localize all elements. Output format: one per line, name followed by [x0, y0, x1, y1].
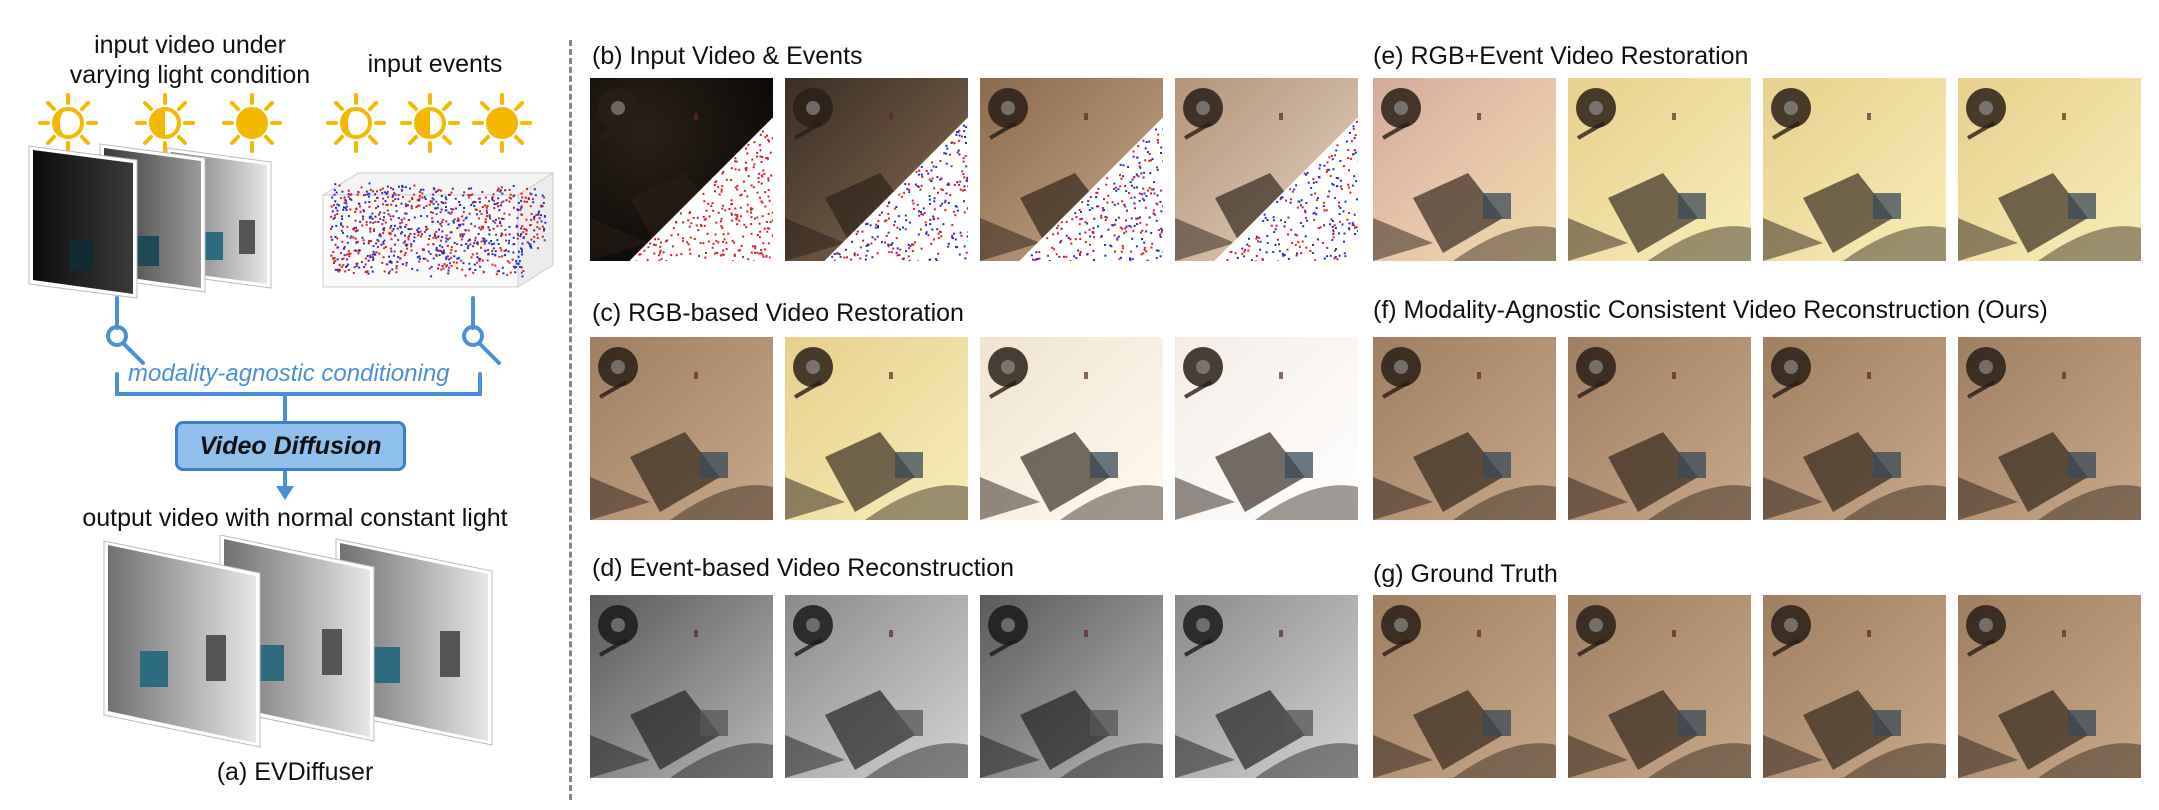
- sun-crescent-icon: [38, 93, 98, 153]
- caption-a: (a) EVDiffuser: [216, 758, 374, 786]
- sun-crescent-icon: [326, 93, 386, 153]
- thumbnail-c-2: [785, 337, 968, 520]
- conditioning-label: modality-agnostic conditioning: [128, 360, 450, 387]
- thumbnail-f-3: [1763, 337, 1946, 520]
- label-panel-e: (e) RGB+Event Video Restoration: [1373, 42, 1749, 70]
- thumbnail-e-4: [1958, 78, 2141, 261]
- input-video-frames: [28, 143, 272, 299]
- thumbnail-g-3: [1763, 595, 1946, 778]
- thumbnail-e-3: [1763, 78, 1946, 261]
- thumbnail-d-3: [980, 595, 1163, 778]
- thumbnail-c-4: [1175, 337, 1358, 520]
- input-frame-1: [28, 145, 138, 299]
- video-diffusion-box: Video Diffusion: [175, 421, 406, 471]
- input-events-label: input events: [367, 50, 503, 78]
- thumbnail-b-3: [980, 78, 1163, 261]
- label-panel-d: (d) Event-based Video Reconstruction: [592, 554, 1014, 582]
- thumbnail-f-1: [1373, 337, 1556, 520]
- thumbnail-b-1: [590, 78, 773, 261]
- sun-full-icon: [472, 93, 532, 153]
- thumbnail-g-1: [1373, 595, 1556, 778]
- thumbnail-g-2: [1568, 595, 1751, 778]
- sun-icons-input-video: [38, 93, 282, 153]
- sun-half-icon: [135, 93, 195, 153]
- thumbnail-c-3: [980, 337, 1163, 520]
- thumbnail-f-4: [1958, 337, 2141, 520]
- label-panel-g: (g) Ground Truth: [1373, 560, 1558, 588]
- output-frame-1: [103, 540, 261, 748]
- output-video-label: output video with normal constant light: [82, 504, 508, 532]
- output-video-frames: [103, 535, 493, 748]
- thumbnail-g-4: [1958, 595, 2141, 778]
- event-point-cloud: [330, 182, 547, 278]
- label-panel-f: (f) Modality-Agnostic Consistent Video R…: [1373, 296, 2048, 324]
- conditioning-connectors: [106, 296, 501, 500]
- input-video-label-line1: input video under: [94, 31, 286, 59]
- label-panel-b: (b) Input Video & Events: [592, 42, 863, 70]
- thumbnail-d-2: [785, 595, 968, 778]
- sun-half-icon: [400, 93, 460, 153]
- label-panel-c: (c) RGB-based Video Restoration: [592, 299, 964, 327]
- thumbnail-d-4: [1175, 595, 1358, 778]
- panel-divider: [569, 40, 572, 800]
- thumbnail-b-4: [1175, 78, 1358, 261]
- input-events-volume: [321, 172, 555, 288]
- thumbnail-c-1: [590, 337, 773, 520]
- sun-full-icon: [222, 93, 282, 153]
- thumbnail-e-1: [1373, 78, 1556, 261]
- thumbnail-e-2: [1568, 78, 1751, 261]
- output-frame-3: [335, 538, 493, 746]
- sun-icons-input-events: [326, 93, 532, 153]
- thumbnail-d-1: [590, 595, 773, 778]
- thumbnail-f-2: [1568, 337, 1751, 520]
- input-video-label-line2: varying light condition: [69, 61, 311, 89]
- thumbnail-b-2: [785, 78, 968, 261]
